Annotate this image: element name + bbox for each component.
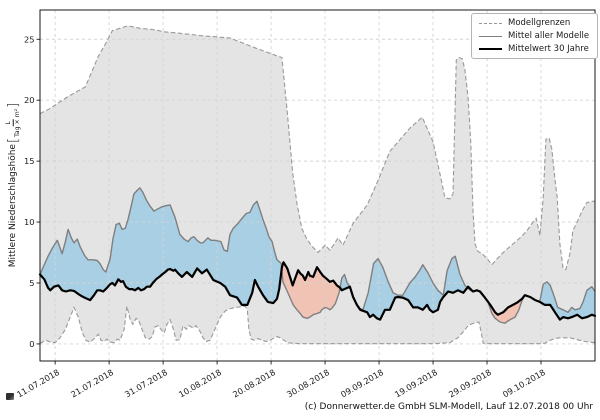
svg-text:15: 15 (24, 156, 35, 166)
black-line-sample-icon (479, 48, 502, 50)
svg-text:19.09.2018: 19.09.2018 (393, 367, 439, 399)
copyright-caption: (c) Donnerwetter.de GmbH SLM-Modell, Lau… (304, 402, 593, 412)
legend-label-modellgrenzen: Modellgrenzen (508, 18, 571, 28)
legend-item-mittelwert-30-jahre: Mittelwert 30 Jahre (479, 44, 589, 54)
legend: Modellgrenzen Mittel aller Modelle Mitte… (471, 13, 599, 59)
y-axis-unit-numerator: L (4, 119, 14, 127)
svg-text:29.09.2018: 29.09.2018 (447, 367, 493, 399)
svg-text:25: 25 (24, 34, 35, 44)
svg-text:11.07.2018: 11.07.2018 (15, 367, 61, 399)
legend-label-mittel-aller-modelle: Mittel aller Modelle (508, 31, 590, 41)
corner-artifact (6, 393, 14, 400)
y-axis-label-text: Mittlere Niederschlagshöhe (8, 144, 18, 268)
y-axis-unit-open-bracket: [ (5, 137, 21, 144)
gray-line-sample-icon (479, 35, 502, 37)
svg-text:20.08.2018: 20.08.2018 (231, 367, 277, 399)
legend-item-modellgrenzen: Modellgrenzen (479, 18, 589, 28)
svg-text:09.10.2018: 09.10.2018 (501, 367, 547, 399)
y-axis-unit-fraction: L Tag × m² (4, 108, 22, 137)
svg-text:20: 20 (24, 95, 35, 105)
svg-text:10: 10 (24, 217, 35, 227)
svg-text:31.07.2018: 31.07.2018 (123, 367, 169, 399)
y-axis-label: Mittlere Niederschlagshöhe [ L Tag × m² … (4, 102, 22, 268)
legend-label-mittelwert-30-jahre: Mittelwert 30 Jahre (508, 44, 589, 54)
y-axis-unit-close-bracket: ] (5, 102, 21, 108)
svg-text:30.08.2018: 30.08.2018 (285, 367, 331, 399)
dashed-line-sample-icon (479, 22, 502, 24)
svg-text:10.08.2018: 10.08.2018 (177, 367, 223, 399)
legend-item-mittel-aller-modelle: Mittel aller Modelle (479, 31, 589, 41)
svg-text:09.09.2018: 09.09.2018 (339, 367, 385, 399)
svg-text:21.07.2018: 21.07.2018 (69, 367, 115, 399)
svg-text:5: 5 (29, 278, 34, 288)
y-axis-unit-denominator: Tag × m² (13, 108, 21, 137)
svg-text:0: 0 (29, 339, 34, 349)
